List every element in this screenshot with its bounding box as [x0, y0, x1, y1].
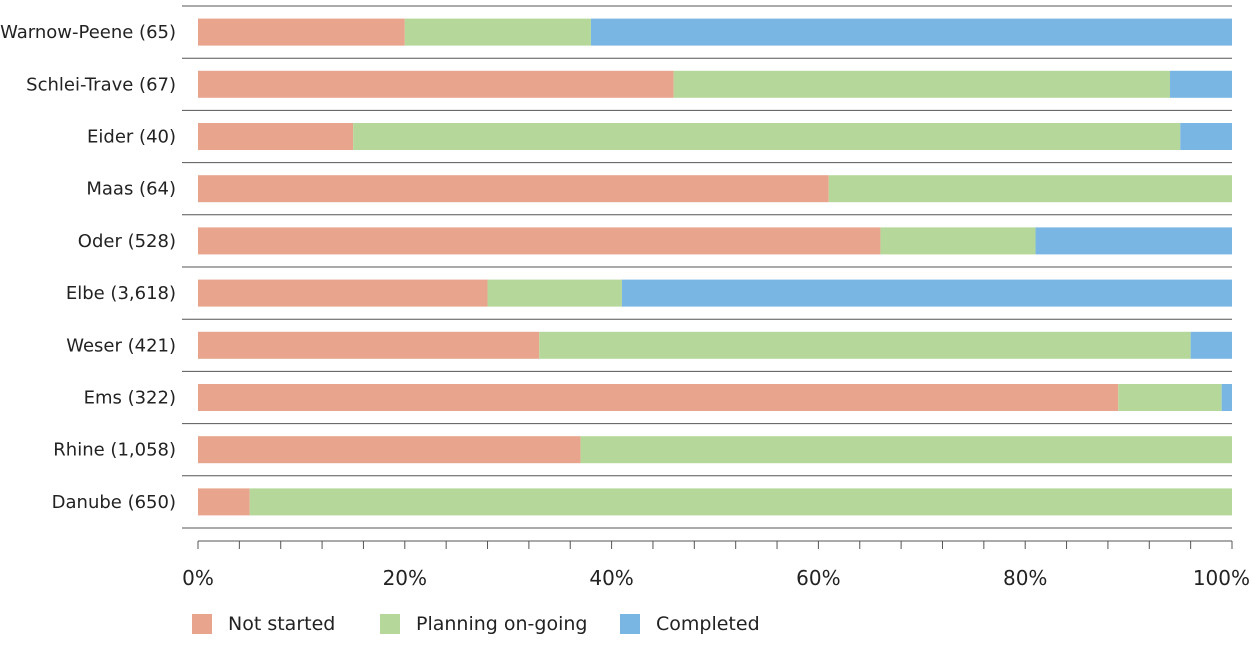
- category-label: Eider (40): [87, 127, 176, 148]
- x-axis: 0% 20% 40% 60% 80% 100%: [182, 540, 1250, 590]
- bar-segment-completed: [1169, 70, 1232, 98]
- category-label: Rhine (1,058): [53, 440, 176, 461]
- legend-swatch: [620, 614, 640, 634]
- bar-segment-not-started: [198, 384, 1119, 411]
- bar-segment-not-started: [198, 123, 354, 150]
- bar-segment-not-started: [198, 227, 881, 255]
- bar-segment-planning-on-going: [404, 18, 591, 46]
- category-label: Warnow-Peene (65): [0, 22, 176, 43]
- bar-segment-not-started: [198, 331, 540, 359]
- legend-swatch: [380, 614, 400, 634]
- x-tick-label: 100%: [1193, 566, 1250, 590]
- bar-segment-planning-on-going: [249, 488, 1232, 516]
- bar-segment-planning-on-going: [1118, 384, 1222, 411]
- row-separators: [182, 5, 1232, 529]
- bar-segment-completed: [621, 279, 1232, 307]
- legend-label: Planning on-going: [416, 613, 587, 635]
- legend-label: Completed: [656, 613, 760, 635]
- bar-segment-planning-on-going: [880, 227, 1036, 255]
- bar-segment-planning-on-going: [353, 123, 1181, 150]
- category-label: Weser (421): [66, 335, 176, 356]
- bar-segment-planning-on-going: [539, 331, 1191, 359]
- category-labels: Warnow-Peene (65) Schlei-Trave (67) Eider …: [0, 22, 176, 513]
- bar-segment-planning-on-going: [580, 436, 1232, 464]
- bar-segment-planning-on-going: [487, 279, 622, 307]
- bar-segment-completed: [1180, 123, 1232, 150]
- x-tick-label: 20%: [383, 566, 427, 590]
- category-label: Maas (64): [86, 179, 176, 200]
- x-tick-label: 60%: [796, 566, 840, 590]
- bar-segment-completed: [590, 18, 1232, 46]
- bars-group: [198, 18, 1232, 516]
- bar-segment-not-started: [198, 70, 674, 98]
- bar-segment-completed: [1035, 227, 1232, 255]
- bar-segment-planning-on-going: [828, 175, 1232, 203]
- bar-segment-completed: [1221, 384, 1232, 411]
- bar-segment-completed: [1190, 331, 1232, 359]
- category-label: Schlei-Trave (67): [26, 74, 176, 95]
- x-tick-label: 0%: [182, 566, 214, 590]
- x-tick-label: 40%: [589, 566, 633, 590]
- legend: Not started Planning on-going Completed: [192, 613, 760, 635]
- category-label: Ems (322): [84, 388, 176, 409]
- bar-segment-not-started: [198, 436, 581, 464]
- category-label: Elbe (3,618): [66, 283, 176, 304]
- bar-segment-not-started: [198, 175, 829, 203]
- x-tick-label: 80%: [1003, 566, 1047, 590]
- category-label: Danube (650): [52, 492, 176, 513]
- bar-segment-not-started: [198, 488, 250, 516]
- category-label: Oder (528): [78, 231, 176, 252]
- bar-segment-planning-on-going: [673, 70, 1170, 98]
- legend-swatch: [192, 614, 212, 634]
- bar-segment-not-started: [198, 18, 405, 46]
- bar-segment-not-started: [198, 279, 488, 307]
- legend-label: Not started: [228, 613, 335, 635]
